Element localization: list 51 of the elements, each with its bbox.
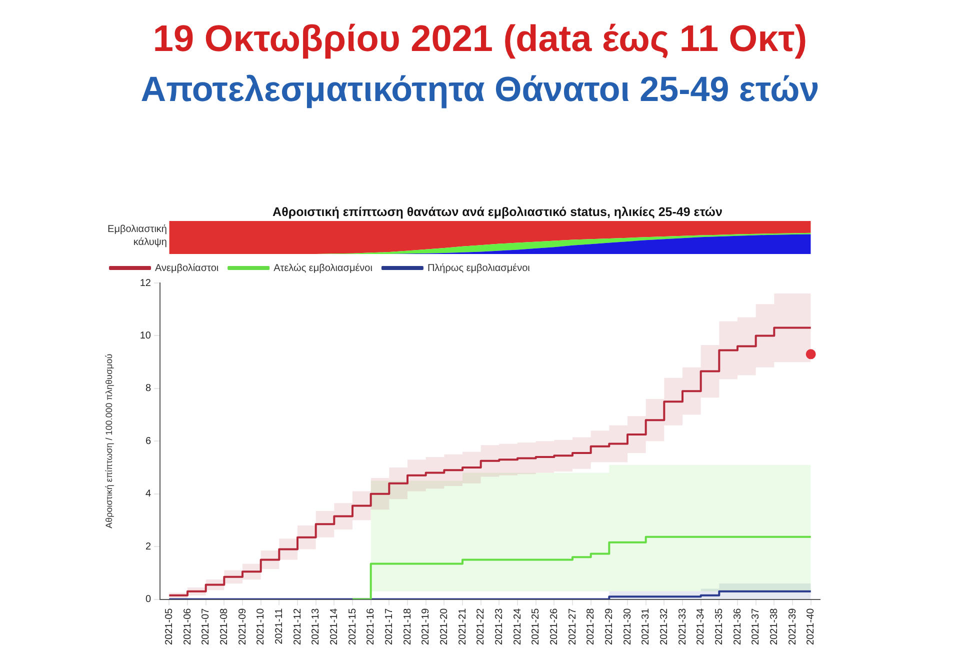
y-axis-title: Αθροιστική επίπτωση / 100.000 πληθυσμού [104,354,114,528]
x-tick-label: 2021-07 [200,608,212,646]
x-tick-label: 2021-40 [806,608,817,646]
x-tick-label: 2021-21 [457,608,468,646]
x-tick-label: 2021-12 [292,608,304,646]
x-tick-label: 2021-33 [677,608,688,646]
y-tick-label: 12 [140,278,152,289]
x-tick-label: 2021-08 [218,608,230,646]
x-tick-label: 2021-35 [714,608,725,646]
x-tick-label: 2021-24 [512,608,524,646]
x-tick-label: 2021-09 [237,608,248,646]
x-tick-label: 2021-26 [548,608,560,646]
x-tick-label: 2021-06 [182,608,194,646]
x-tick-label: 2021-13 [310,608,322,646]
x-tick-label: 2021-27 [567,608,578,646]
legend-label: Πλήρως εμβολιασμένοι [427,262,530,274]
x-tick-label: 2021-17 [384,608,395,646]
y-tick-label: 8 [145,383,152,394]
legend-label: Ατελώς εμβολιασμένοι [274,262,372,274]
x-tick-label: 2021-31 [640,608,652,646]
x-tick-label: 2021-38 [768,608,780,646]
x-tick-label: 2021-10 [256,608,267,646]
text: Αθροιστική επίπτωση θανάτων ανά εμβολιαστικό status, ηλικίες 25-49 ετών [272,205,724,219]
x-tick-label: 2021-14 [328,608,340,646]
x-tick-label: 2021-29 [604,608,615,646]
x-tick-label: 2021-16 [366,608,377,646]
x-tick-label: 2021-11 [274,608,285,644]
x-tick-label: 2021-39 [787,608,798,646]
y-tick-label: 10 [140,330,152,342]
x-tick-label: 2021-36 [732,608,744,646]
y-tick-label: 0 [145,594,152,606]
x-tick-label: 2021-19 [420,608,432,646]
chart-subtitle: Αποτελεσματικότητα Θάνατοι 25-49 ετών [140,70,820,110]
x-tick-label: 2021-28 [586,608,597,646]
y-tick-label: 6 [145,436,152,447]
y-tick-label: 2 [145,541,152,552]
x-tick-label: 2021-25 [530,608,542,646]
x-tick-label: 2021-22 [476,608,487,646]
x-tick-label: 2021-20 [438,608,450,646]
x-tick-label: 2021-37 [750,608,762,646]
y-tick-label: 4 [145,488,152,500]
x-tick-label: 2021-23 [494,608,505,646]
x-tick-label: 2021-34 [696,608,707,646]
x-tick-label: 2021-18 [402,608,414,646]
chart-title: 19 Οκτωβρίου 2021 (data έως 11 Οκτ) [152,18,808,60]
y-axis-title: Εμβολιαστική κάλυψη [106,223,167,249]
x-tick-label: 2021-15 [347,608,358,646]
x-tick-label: 2021-32 [658,608,670,646]
legend-label: Ανεμβολίαστοι [155,262,219,274]
x-tick-label: 2021-05 [164,608,175,646]
x-tick-label: 2021-30 [622,608,634,646]
